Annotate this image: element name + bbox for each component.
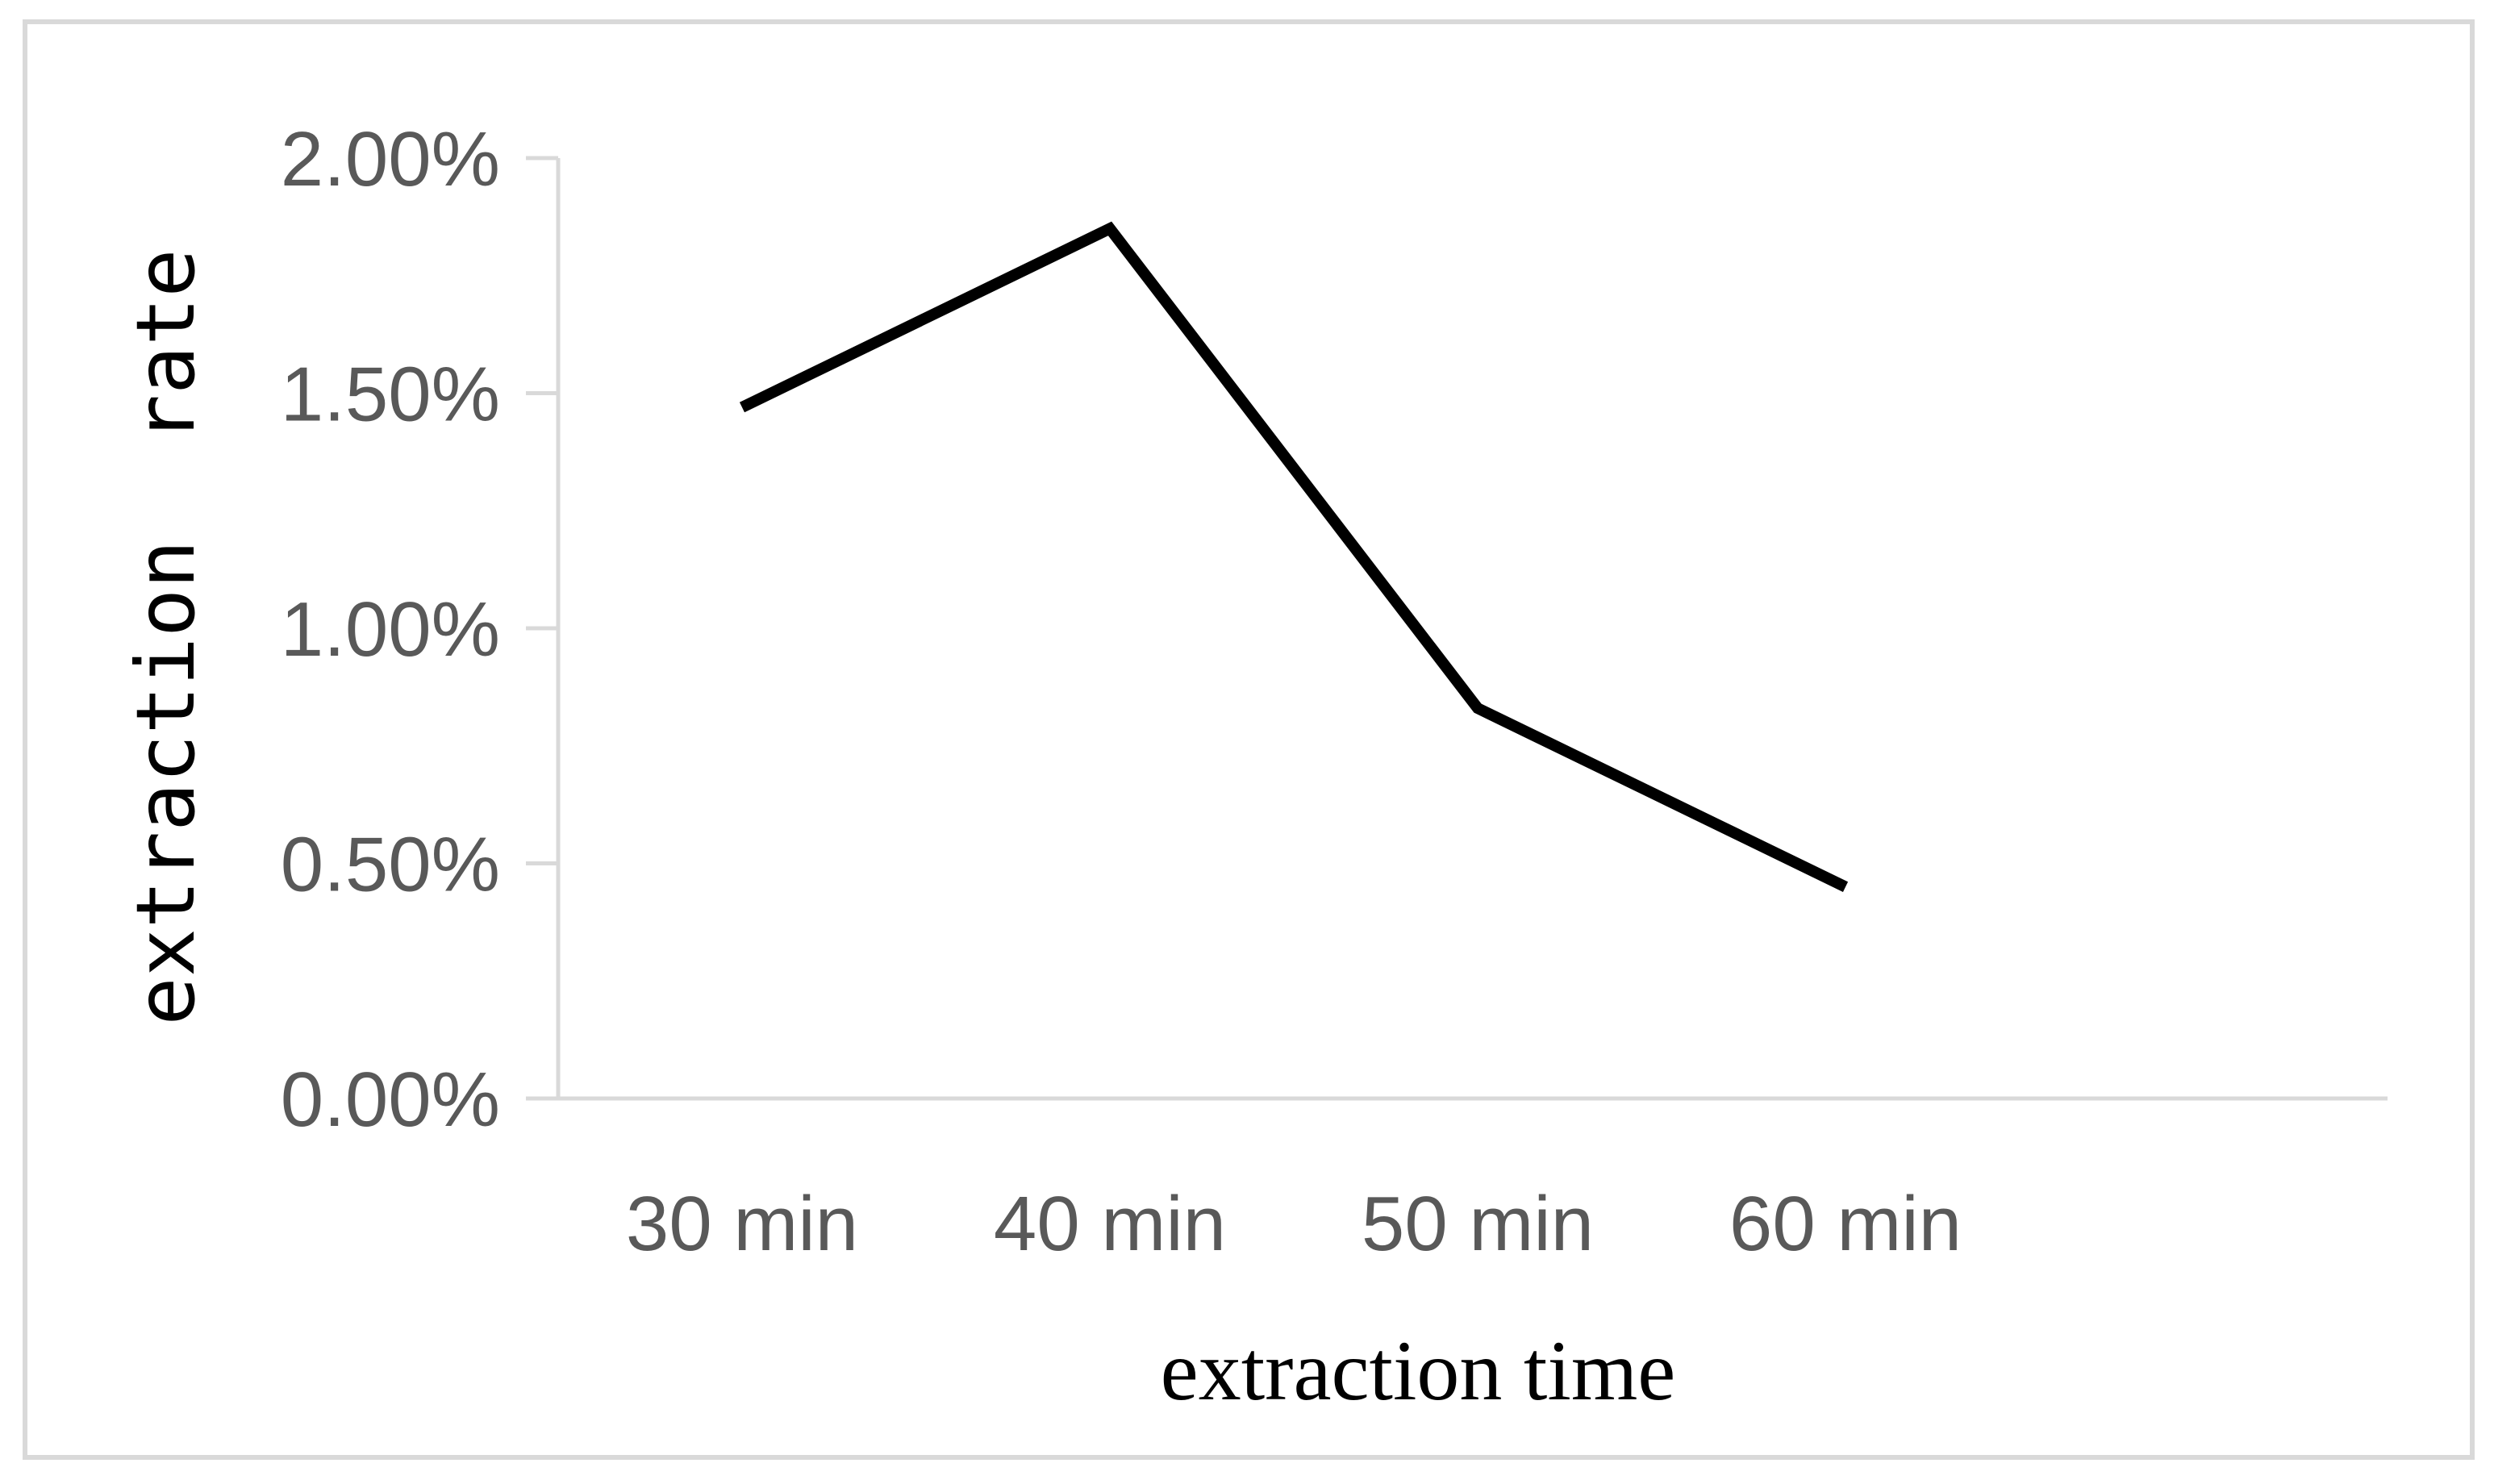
y-tick-label: 1.00%	[281, 586, 500, 673]
x-tick-label: 30 min	[626, 1181, 858, 1267]
y-tick-group: 0.00% 0.50% 1.00% 1.50% 2.00%	[281, 116, 558, 1143]
y-tick-label: 1.50%	[281, 352, 500, 438]
x-tick-group: 30 min 40 min 50 min 60 min	[626, 1181, 1962, 1267]
x-tick-label: 50 min	[1362, 1181, 1594, 1267]
chart-frame	[23, 19, 2475, 1460]
x-axis-title: extraction time	[1161, 1324, 1676, 1418]
series-group	[739, 221, 1849, 892]
series-line	[739, 221, 1849, 892]
y-tick-label: 0.50%	[281, 822, 500, 908]
y-tick-label: 0.00%	[281, 1057, 500, 1143]
x-tick-label: 40 min	[994, 1181, 1226, 1267]
x-tick-label: 60 min	[1729, 1181, 1962, 1267]
y-axis-title: extraction rate	[119, 248, 213, 1025]
y-tick-label: 2.00%	[281, 116, 500, 202]
axes	[556, 158, 2388, 1101]
